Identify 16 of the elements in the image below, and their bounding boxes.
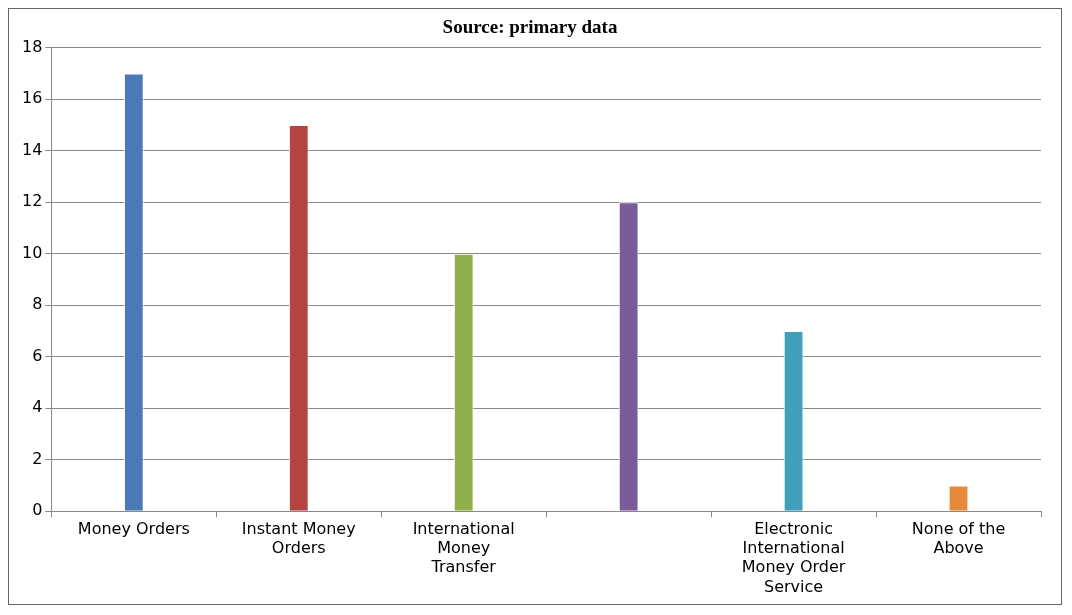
x-tick-label: Electronic International Money Order Service (741, 518, 846, 596)
y-tick-label: 18 (22, 36, 43, 56)
y-tick-label: 14 (22, 139, 43, 159)
chart-title: Source: primary data (442, 16, 618, 38)
y-tick-label: 6 (32, 345, 43, 365)
x-tick-label: International Money Transfer (412, 518, 515, 577)
y-tick-label: 8 (32, 294, 43, 314)
x-tick-label: Instant Money Orders (241, 518, 356, 558)
y-tick-label: 16 (22, 88, 43, 108)
x-tick-label: None of the Above (911, 518, 1006, 558)
y-tick-label: 10 (22, 242, 43, 262)
y-tick-label: 0 (32, 500, 43, 520)
y-tick-label: 4 (32, 397, 43, 417)
y-tick-label: 2 (32, 448, 43, 468)
x-tick-label: Money Orders (77, 518, 190, 538)
y-tick-label: 12 (22, 191, 43, 211)
